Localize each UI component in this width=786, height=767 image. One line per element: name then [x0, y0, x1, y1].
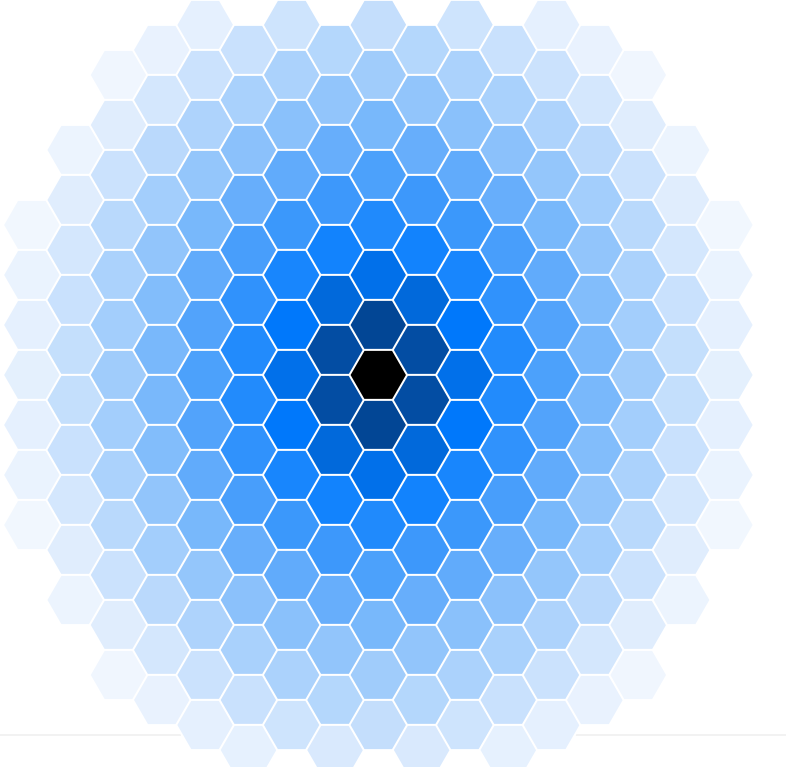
hex-cell [694, 498, 755, 552]
hex-cell [651, 573, 712, 627]
hexbin-cells [1, 0, 755, 767]
hex-cell [608, 648, 669, 702]
